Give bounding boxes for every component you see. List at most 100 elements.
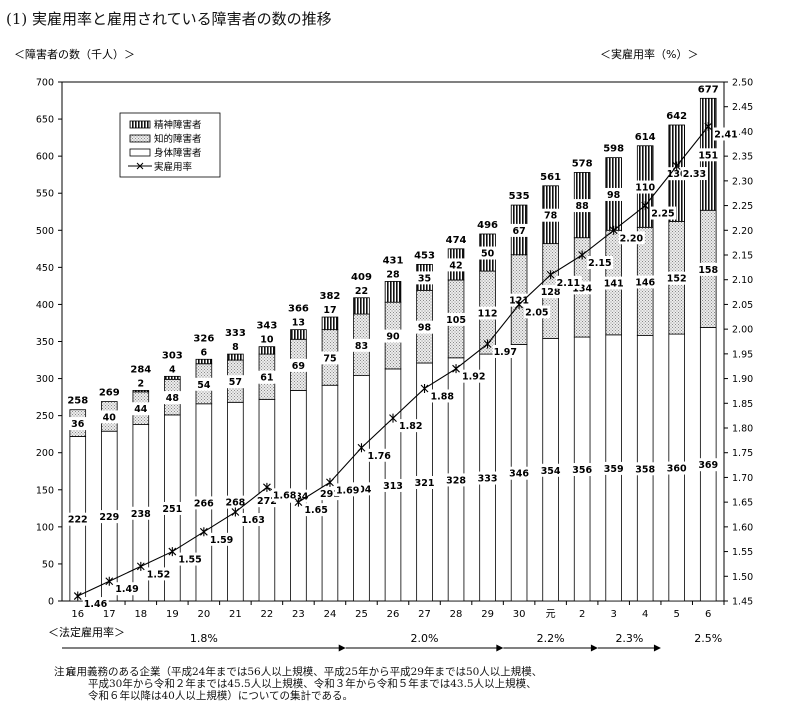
statutory-rate-row: ＜法定雇用率＞ 1.8% 2.0% 2.2% 2.3% 2.5% [48, 625, 722, 652]
y2-tick-label: 2.50 [732, 78, 753, 89]
note-line-2: 平成30年から令和２年までは45.5人以上規模、令和３年から令和５年までは43.… [88, 678, 537, 690]
mental-value-label: 42 [449, 260, 462, 271]
legend-label: 精神障害者 [154, 119, 202, 131]
right-axis-label: ＜実雇用率（%）＞ [600, 47, 698, 61]
label-bg [541, 208, 560, 222]
total-label: 269 [99, 388, 120, 399]
mental-value-label: 17 [323, 305, 336, 316]
label-bg [632, 462, 659, 476]
physical-value-label: 229 [99, 512, 119, 523]
y-tick-label: 150 [36, 485, 54, 496]
intellectual-value-label: 75 [323, 353, 336, 364]
label-bg [334, 483, 361, 497]
total-label: 431 [383, 255, 404, 266]
total-label: 333 [225, 328, 246, 339]
x-tick-label: 23 [292, 609, 305, 620]
x-tick-label: 26 [387, 609, 400, 620]
y2-tick-label: 2.35 [732, 152, 753, 163]
bar-segment [195, 358, 213, 365]
total-label: 677 [698, 84, 719, 95]
label-bg [506, 466, 533, 480]
physical-value-label: 354 [541, 466, 561, 477]
label-bg [478, 246, 497, 260]
label-bg [461, 369, 488, 383]
mental-value-label: 6 [201, 347, 208, 358]
mental-value-label: 88 [576, 201, 590, 212]
rate-point [231, 507, 240, 517]
intellectual-value-label: 90 [386, 332, 400, 343]
total-label: 284 [130, 364, 151, 375]
intellectual-value-label: 44 [134, 404, 148, 415]
mental-value-label: 130 [667, 169, 687, 180]
y2-tick-label: 1.90 [732, 374, 753, 385]
x-tick-label: 20 [197, 609, 210, 620]
total-label: 614 [635, 132, 656, 143]
legend-label: 身体障害者 [154, 147, 202, 159]
label-bg [663, 461, 690, 475]
y-tick-label: 200 [36, 448, 54, 459]
label-bg [443, 473, 470, 487]
physical-value-label: 360 [667, 464, 687, 475]
y-tick-label: 450 [36, 263, 54, 274]
statutory-arrowhead [590, 644, 598, 652]
x-tick-label: 元 [546, 609, 556, 620]
y2-tick-label: 2.30 [732, 176, 753, 187]
physical-value-label: 222 [68, 515, 88, 526]
bar-segment [353, 297, 370, 315]
label-bg [632, 180, 658, 194]
rate-point [452, 364, 460, 374]
total-label: 409 [351, 272, 372, 283]
physical-value-label: 268 [225, 498, 245, 509]
x-tick-label: 21 [229, 609, 242, 620]
y-tick-label: 400 [36, 300, 54, 311]
x-tick-label: 25 [355, 609, 368, 620]
note-label: 注1： [54, 666, 82, 678]
rate-point-label: 2.20 [620, 233, 644, 244]
rate-point [136, 561, 145, 571]
intellectual-value-label: 61 [260, 373, 273, 384]
y2-tick-label: 1.65 [732, 498, 753, 509]
statutory-period-label: 2.3% [615, 632, 643, 645]
intellectual-value-label: 98 [418, 323, 432, 334]
bar-segment [164, 375, 181, 380]
intellectual-value-label: 48 [166, 393, 180, 404]
label-bg [229, 340, 242, 354]
label-bg [411, 320, 438, 334]
mental-value-label: 28 [386, 269, 400, 280]
y2-tick-label: 1.55 [732, 547, 753, 558]
label-bg [348, 338, 375, 352]
label-bg [253, 370, 280, 384]
label-bg [600, 461, 627, 475]
label-bg [166, 362, 179, 376]
label-bg [695, 148, 721, 162]
total-label: 496 [477, 220, 498, 231]
label-bg [537, 463, 564, 477]
label-bg [604, 187, 623, 201]
physical-value-label: 328 [446, 475, 466, 486]
y2-tick-label: 1.85 [732, 399, 753, 410]
rate-point-label: 1.68 [273, 490, 297, 501]
label-bg [695, 458, 722, 472]
rate-point-label: 1.97 [494, 347, 517, 358]
physical-value-label: 284 [289, 492, 309, 503]
rate-point [483, 339, 492, 349]
x-tick-label: 3 [610, 609, 616, 620]
rate-point [263, 482, 271, 492]
statutory-period-label: 1.8% [190, 632, 218, 645]
bar-segment [132, 390, 150, 393]
statutory-period-label: 2.0% [411, 632, 439, 645]
label-bg [415, 271, 434, 285]
physical-value-label: 238 [131, 509, 151, 520]
total-label: 366 [288, 304, 309, 315]
rate-point-label: 1.52 [147, 569, 170, 580]
label-bg [96, 410, 123, 424]
rate-point-label: 1.76 [367, 451, 391, 462]
y2-tick-label: 2.25 [732, 201, 753, 212]
label-bg [285, 358, 312, 372]
label-bg [177, 552, 204, 566]
label-bg [208, 532, 235, 546]
y2-tick-label: 2.20 [732, 226, 753, 237]
rate-point-label: 1.88 [431, 391, 455, 402]
y-tick-label: 600 [36, 152, 54, 163]
rate-point [672, 161, 681, 171]
